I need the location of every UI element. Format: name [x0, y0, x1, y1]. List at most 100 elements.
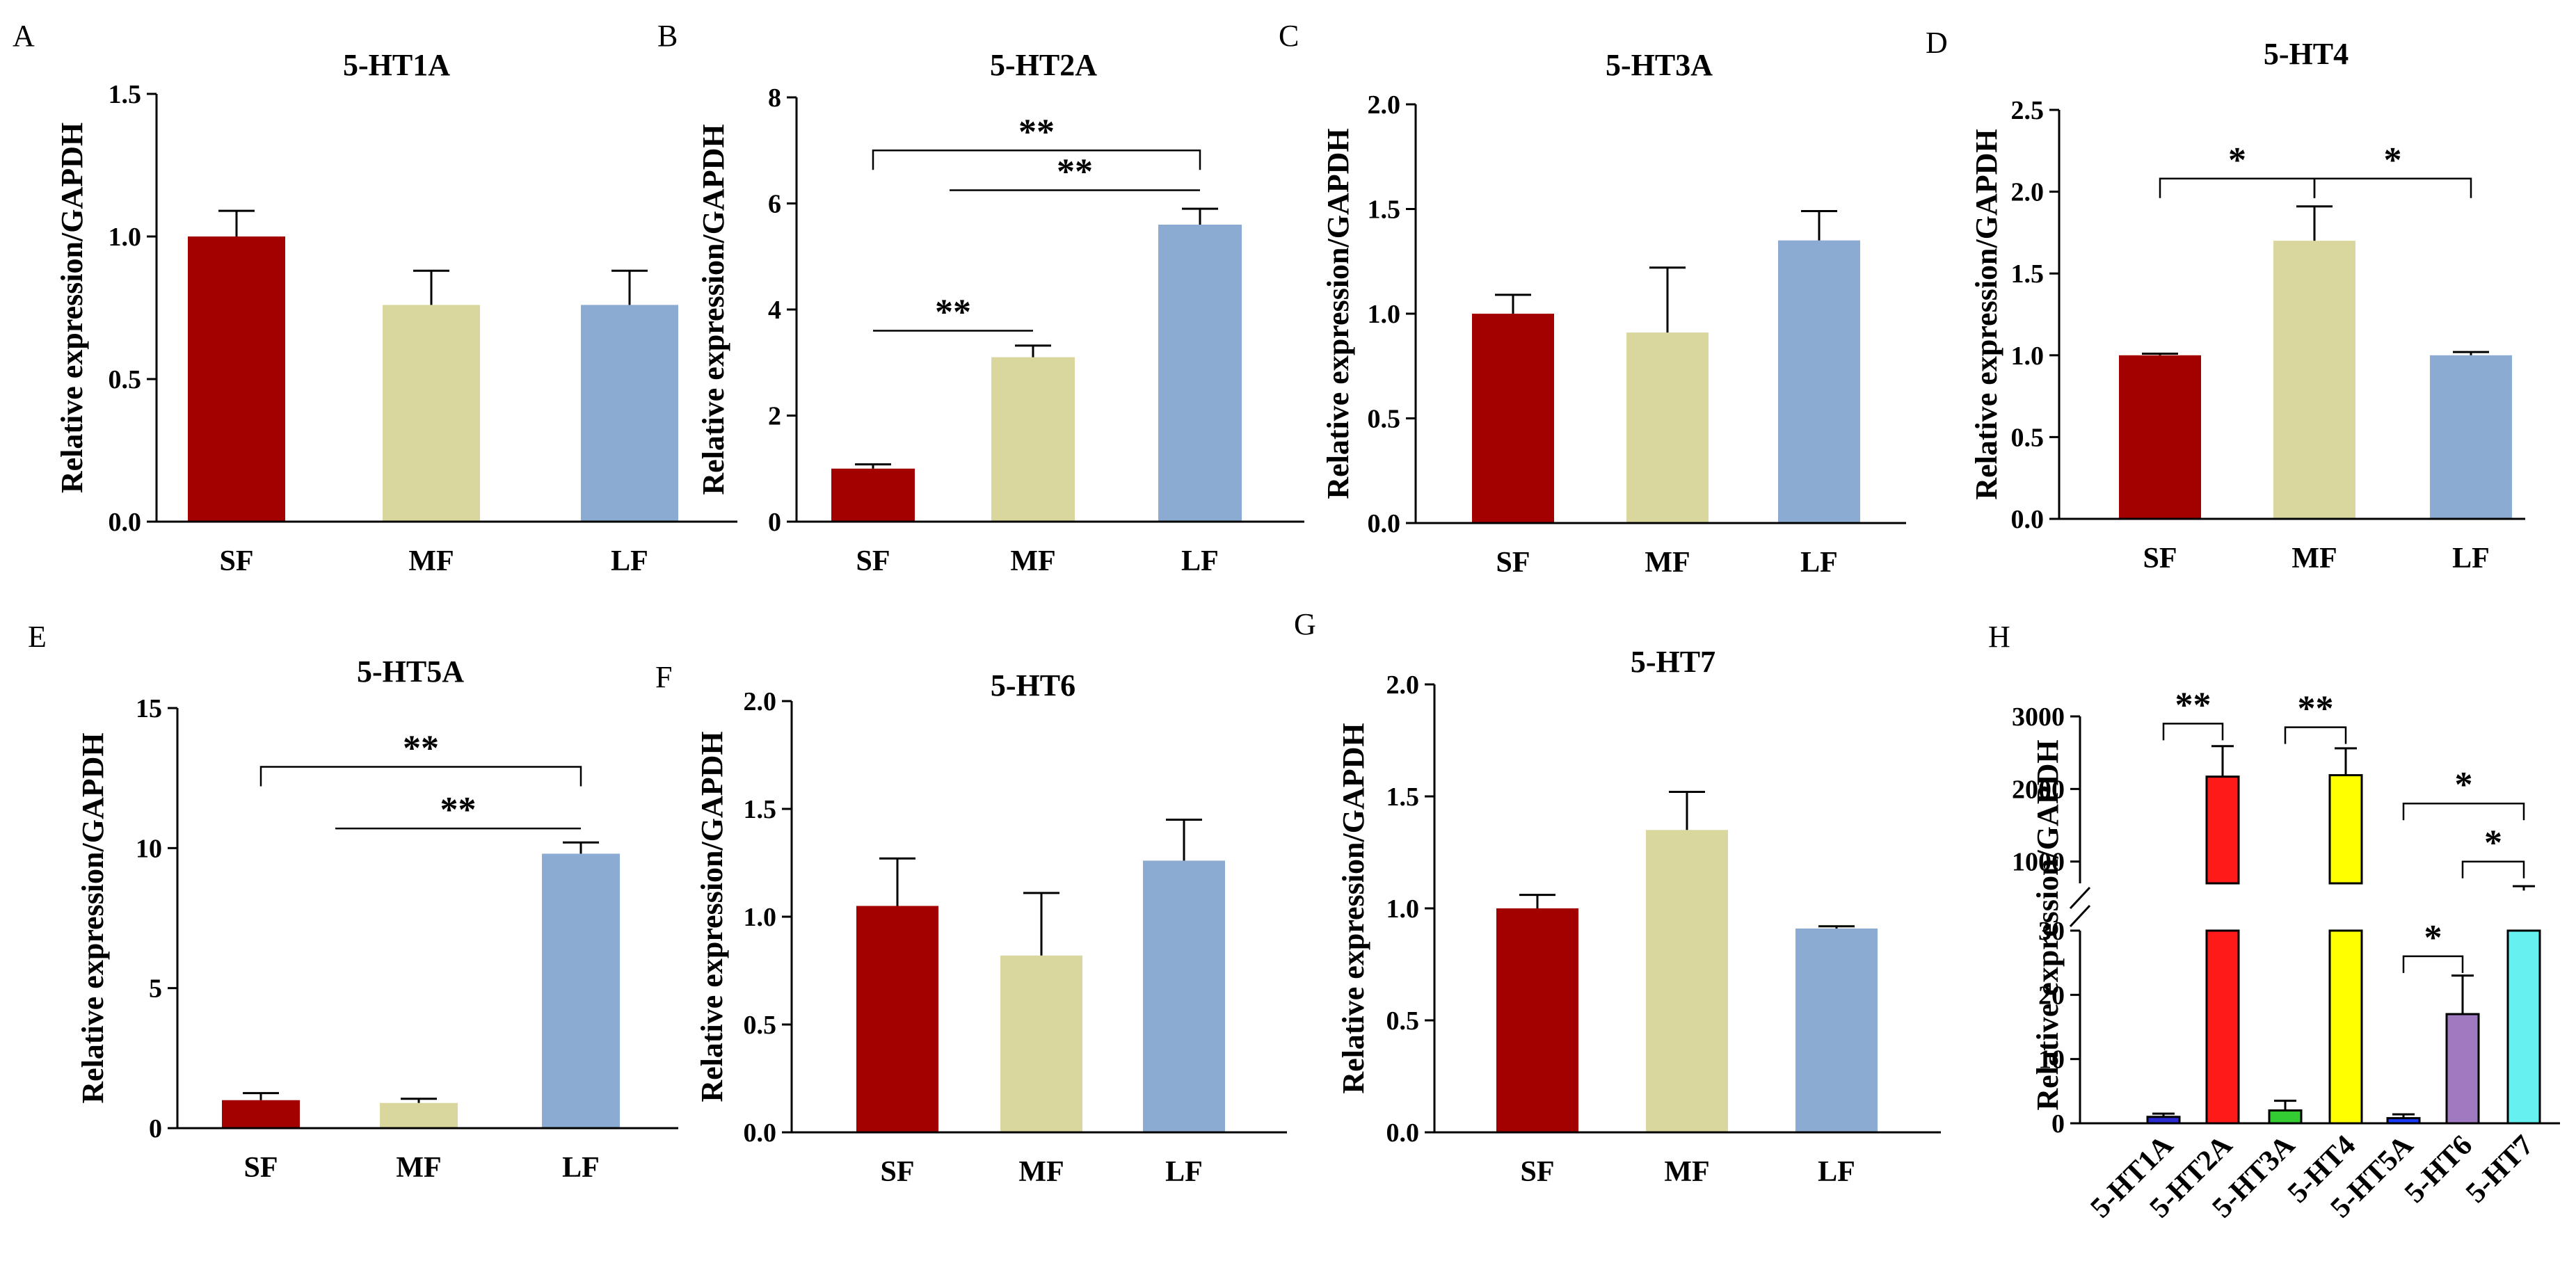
significance-bracket	[2313, 177, 2472, 198]
significance-label: *	[2384, 140, 2402, 180]
x-tick-label: SF	[2143, 543, 2177, 575]
error-bar-sf	[879, 857, 915, 906]
panel-d: D 5-HT4 Relative expression/GAPDH SF MF LF 0.0…	[1926, 26, 2525, 575]
bar-mf	[1000, 955, 1082, 1132]
bar-lf	[2430, 355, 2512, 519]
significance-bracket	[2402, 802, 2525, 821]
axis-break-marks	[2069, 886, 2091, 928]
bar-mf	[991, 357, 1075, 522]
bar-sf	[856, 906, 938, 1132]
panel-letter: A	[13, 19, 35, 53]
bar-lf	[581, 305, 678, 522]
bar-mf	[2273, 241, 2355, 519]
x-tick-label: LF	[1800, 547, 1838, 579]
significance-label: **	[403, 729, 439, 769]
panel-letter: B	[657, 19, 678, 53]
x-tick-label: MF	[408, 545, 454, 577]
panel-letter: E	[28, 620, 47, 654]
y-tick-label: 1.0	[2011, 342, 2045, 371]
error-bar-mf	[1649, 266, 1686, 333]
chart-title: 5-HT6	[991, 668, 1075, 702]
y-tick-label: 20	[2038, 981, 2065, 1010]
y-axis-label: Relative expression/GAPDH	[1321, 128, 1355, 499]
panel-e: E 5-HT5A Relative expression/GAPDH SF MF LF 0 5…	[28, 620, 678, 1184]
y-tick-label: 8	[768, 83, 781, 113]
panel-b: B 5-HT2A Relative expression/GAPDH SF MF LF 0 2…	[657, 19, 1304, 577]
error-bar-lf	[1818, 925, 1855, 929]
x-tick-label: 5-HT6	[2399, 1130, 2479, 1210]
bar-5-ht5a	[2386, 1117, 2421, 1125]
y-tick-label: 2.0	[744, 687, 777, 716]
error-bar-lf	[1166, 819, 1202, 861]
bar-sf	[1472, 314, 1554, 523]
bar-sf	[222, 1100, 300, 1128]
y-tick-label: 30	[2038, 917, 2065, 946]
error-bar-sf	[243, 1092, 279, 1100]
bar-lf	[1778, 240, 1860, 523]
y-tick-label: 2000	[2012, 775, 2065, 804]
y-tick-label: 0.0	[109, 508, 142, 537]
y-tick-label: 2.0	[1368, 90, 1401, 120]
bar-mf	[380, 1102, 458, 1128]
error-bar-5-ht7	[2513, 885, 2535, 891]
error-bar-5-ht1a	[2152, 1112, 2175, 1117]
x-tick-label: LF	[562, 1152, 600, 1184]
x-tick-label: MF	[1010, 545, 1055, 577]
y-tick-label: 10	[2038, 1045, 2065, 1075]
y-tick-label: 2	[768, 402, 781, 431]
x-tick-label: MF	[1664, 1156, 1709, 1188]
y-tick-label: 5	[149, 974, 162, 1004]
y-tick-label: 4	[768, 296, 781, 325]
bar-sf	[831, 468, 915, 522]
x-tick-label: MF	[1018, 1156, 1064, 1188]
error-bar-sf	[2142, 352, 2178, 355]
chart-title: 5-HT5A	[357, 654, 464, 689]
y-tick-label: 3000	[2012, 702, 2065, 732]
panel-letter: C	[1279, 19, 1299, 53]
significance-label: *	[2424, 918, 2442, 958]
error-bar-5-ht6	[2451, 974, 2474, 1015]
chart-title: 5-HT7	[1631, 645, 1715, 679]
significance-label: **	[1018, 112, 1055, 152]
x-tick-label: SF	[880, 1156, 914, 1188]
x-tick-label: MF	[1645, 547, 1690, 579]
bar-lf	[1158, 225, 1242, 522]
y-tick-label: 1.0	[1368, 300, 1401, 329]
bar-5-ht4-upper	[2328, 774, 2363, 885]
significance-label: **	[440, 790, 477, 830]
y-axis-label: Relative expression/GAPDH	[695, 731, 729, 1102]
y-axis-label: Relative expression/GAPDH	[696, 124, 730, 495]
x-tick-label: SF	[243, 1152, 278, 1184]
significance-label: **	[935, 293, 971, 332]
x-tick-label: LF	[1165, 1156, 1203, 1188]
panel-letter: G	[1294, 607, 1316, 641]
y-tick-label: 1.0	[1386, 894, 1420, 924]
bar-sf	[2119, 355, 2201, 519]
bar-5-ht6	[2445, 1013, 2480, 1125]
y-tick-label: 15	[136, 694, 162, 723]
significance-bracket	[259, 766, 582, 787]
bar-lf	[1795, 928, 1878, 1132]
significance-bracket	[2461, 860, 2525, 878]
y-tick-label: 0.5	[1386, 1006, 1420, 1036]
error-bar-5-ht2a	[2211, 745, 2234, 777]
bar-mf	[383, 305, 480, 522]
y-tick-label: 1.5	[109, 80, 142, 109]
y-tick-label: 1.0	[744, 903, 777, 932]
error-bar-lf	[1182, 207, 1218, 225]
error-bar-mf	[1669, 791, 1705, 830]
x-tick-label: LF	[1181, 545, 1219, 577]
panel-f: F 5-HT6 Relative expression/GAPDH SF MF LF 0.0…	[655, 660, 1287, 1188]
bar-sf	[188, 236, 285, 522]
bar-mf	[1646, 830, 1728, 1132]
y-tick-label: 1000	[2012, 848, 2065, 877]
y-axis-label: Relative expression/GAPDH	[1969, 129, 2003, 499]
error-bar-5-ht3a	[2274, 1100, 2296, 1111]
y-tick-label: 10	[136, 834, 162, 863]
y-tick-label: 1.5	[1386, 782, 1420, 812]
error-bar-lf	[611, 269, 648, 305]
y-axis-label: Relative expression/GAPDH	[76, 732, 110, 1103]
bar-lf	[1143, 860, 1225, 1132]
chart-title: 5-HT1A	[343, 48, 450, 82]
